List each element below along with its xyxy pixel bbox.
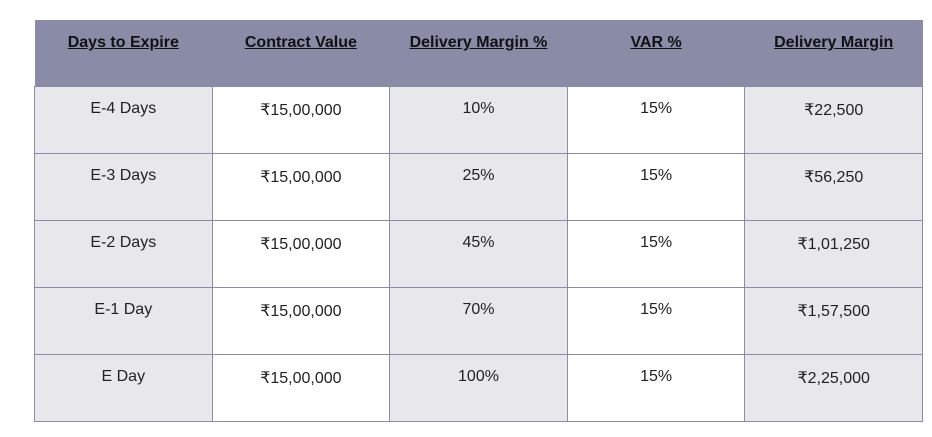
cell-delivery-margin-percent: 100% <box>389 353 568 422</box>
cell-delivery-margin-percent: 45% <box>389 219 568 288</box>
cell-delivery-margin-percent: 25% <box>389 152 568 221</box>
cell-contract-value: ₹15,00,000 <box>211 353 391 422</box>
cell-contract-value: ₹15,00,000 <box>211 286 391 355</box>
cell-var-percent: 15% <box>566 85 746 154</box>
cell-delivery-margin: ₹1,57,500 <box>744 286 923 355</box>
table-row: E Day ₹15,00,000 100% 15% ₹2,25,000 <box>34 353 923 422</box>
cell-contract-value: ₹15,00,000 <box>211 152 391 221</box>
cell-days-to-expire: E Day <box>34 353 213 422</box>
cell-delivery-margin: ₹1,01,250 <box>744 219 923 288</box>
cell-contract-value: ₹15,00,000 <box>211 219 391 288</box>
cell-var-percent: 15% <box>566 219 746 288</box>
cell-delivery-margin-percent: 10% <box>389 85 568 154</box>
header-row: Days to Expire Contract Value Delivery M… <box>34 20 923 86</box>
cell-var-percent: 15% <box>566 353 746 422</box>
cell-days-to-expire: E-1 Day <box>34 286 213 355</box>
cell-var-percent: 15% <box>566 152 746 221</box>
cell-delivery-margin: ₹2,25,000 <box>744 353 923 422</box>
cell-delivery-margin-percent: 70% <box>389 286 568 355</box>
header-delivery-margin-percent: Delivery Margin % <box>389 20 568 86</box>
table-row: E-3 Days ₹15,00,000 25% 15% ₹56,250 <box>34 152 923 221</box>
cell-contract-value: ₹15,00,000 <box>211 85 391 154</box>
cell-days-to-expire: E-2 Days <box>34 219 213 288</box>
delivery-margin-table: Days to Expire Contract Value Delivery M… <box>34 20 923 422</box>
cell-delivery-margin: ₹22,500 <box>744 85 923 154</box>
cell-days-to-expire: E-4 Days <box>34 85 213 154</box>
table-row: E-2 Days ₹15,00,000 45% 15% ₹1,01,250 <box>34 219 923 288</box>
cell-days-to-expire: E-3 Days <box>34 152 213 221</box>
header-delivery-margin: Delivery Margin <box>744 20 923 86</box>
header-var-percent: VAR % <box>567 20 745 86</box>
header-contract-value: Contract Value <box>212 20 390 86</box>
cell-var-percent: 15% <box>566 286 746 355</box>
header-days-to-expire: Days to Expire <box>34 20 213 86</box>
cell-delivery-margin: ₹56,250 <box>744 152 923 221</box>
table-row: E-4 Days ₹15,00,000 10% 15% ₹22,500 <box>34 85 923 154</box>
table-row: E-1 Day ₹15,00,000 70% 15% ₹1,57,500 <box>34 286 923 355</box>
